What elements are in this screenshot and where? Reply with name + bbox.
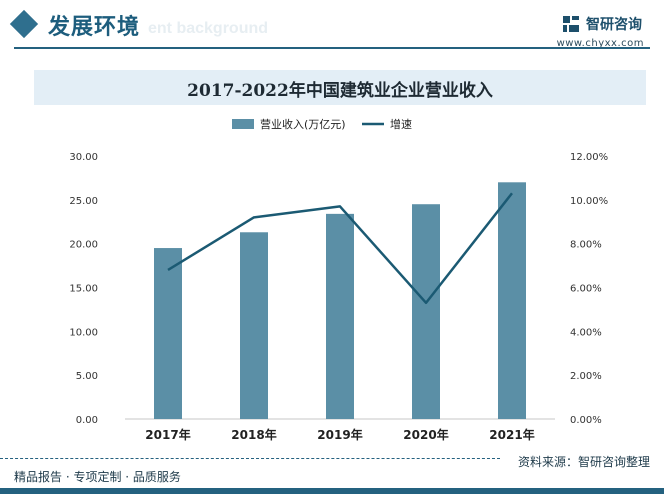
brand-url: www.chyxx.com bbox=[556, 38, 644, 49]
axes: 0.00 5.00 10.00 15.00 20.00 25.00 30.00 0.00% 2.… bbox=[69, 152, 608, 442]
bar bbox=[240, 232, 268, 419]
bar bbox=[326, 213, 354, 419]
footer-tagline: 精品报告 · 专项定制 · 品质服务 bbox=[14, 470, 181, 484]
y-left-tick-label: 25.00 bbox=[69, 196, 98, 207]
y-left-tick-label: 20.00 bbox=[69, 240, 98, 251]
bar bbox=[412, 204, 440, 419]
footer-source: 资料来源：智研咨询整理 bbox=[517, 455, 650, 469]
y-left-tick-label: 15.00 bbox=[69, 284, 98, 295]
legend: 营业收入(万亿元) 增速 bbox=[232, 117, 412, 131]
x-tick-label: 2019年 bbox=[317, 427, 362, 442]
x-tick-label: 2020年 bbox=[403, 427, 448, 442]
growth-line bbox=[167, 192, 513, 305]
section-title: 发展环境 bbox=[48, 15, 141, 40]
brand-logo-icon bbox=[562, 15, 580, 33]
bar bbox=[498, 182, 526, 419]
footer-divider bbox=[0, 458, 500, 459]
chart-title-band: 2017-2022年中国建筑业企业营业收入 bbox=[34, 70, 646, 105]
y-left-tick-label: 10.00 bbox=[69, 327, 98, 338]
header-divider bbox=[14, 47, 650, 49]
legend-swatch-revenue bbox=[232, 119, 254, 129]
x-tick-label: 2018年 bbox=[231, 427, 276, 442]
y-right-tick-label: 2.00% bbox=[570, 371, 602, 382]
y-right-tick-label: 6.00% bbox=[570, 284, 602, 295]
bars bbox=[154, 182, 526, 419]
x-tick-label: 2021年 bbox=[489, 427, 534, 442]
section-subtitle: ent background bbox=[148, 20, 269, 37]
y-right-tick-label: 0.00% bbox=[570, 415, 602, 426]
footer-bar bbox=[0, 488, 664, 494]
y-right-tick-label: 8.00% bbox=[570, 240, 602, 251]
bar bbox=[154, 248, 182, 419]
legend-label-growth: 增速 bbox=[390, 117, 412, 131]
growth-line-layer bbox=[167, 192, 513, 305]
y-left-tick-label: 5.00 bbox=[76, 371, 98, 382]
brand-name: 智研咨询 bbox=[586, 17, 642, 33]
chart-title: 2017-2022年中国建筑业企业营业收入 bbox=[187, 81, 493, 101]
y-left-tick-label: 0.00 bbox=[76, 415, 98, 426]
y-right-tick-label: 12.00% bbox=[570, 152, 608, 163]
legend-label-revenue: 营业收入(万亿元) bbox=[260, 117, 346, 131]
x-tick-label: 2017年 bbox=[145, 427, 190, 442]
y-right-tick-label: 4.00% bbox=[570, 327, 602, 338]
brand: 智研咨询 bbox=[562, 14, 642, 34]
y-right-tick-label: 10.00% bbox=[570, 196, 608, 207]
y-left-tick-label: 30.00 bbox=[69, 152, 98, 163]
